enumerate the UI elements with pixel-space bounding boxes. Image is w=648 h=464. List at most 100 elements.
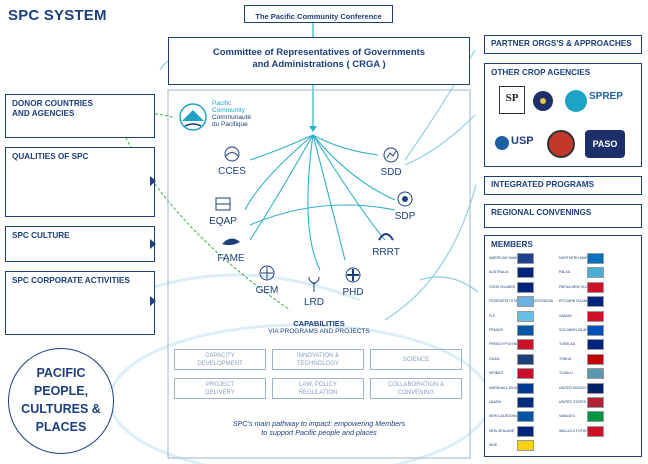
member-name: GUAM bbox=[489, 356, 500, 361]
culture-label: SPC CULTURE bbox=[12, 231, 70, 240]
circle-line4: PLACES bbox=[35, 420, 87, 434]
member-name: VANUATU bbox=[559, 414, 576, 419]
gem-icon bbox=[259, 265, 275, 281]
member-flag-icon bbox=[587, 353, 604, 365]
members-label: MEMBERS bbox=[491, 240, 533, 249]
crop-logo-usp-icon bbox=[495, 136, 509, 150]
member-flag-icon bbox=[587, 267, 604, 279]
member-flag-icon bbox=[517, 353, 534, 365]
member-flag-icon bbox=[517, 440, 534, 452]
member-flag-icon bbox=[517, 296, 534, 308]
pathway-line2: to support Pacific people and places bbox=[261, 428, 377, 437]
division-rrrt[interactable]: RRRT bbox=[366, 226, 406, 258]
regional-label: REGIONAL CONVENINGS bbox=[491, 208, 592, 217]
member-name: FRENCH POLYNESIA bbox=[489, 342, 525, 347]
member-flag-icon bbox=[587, 310, 604, 322]
member-name: PALAU bbox=[559, 270, 571, 275]
member-name: SAMOA bbox=[559, 313, 572, 318]
member-name: TOKELAU bbox=[559, 342, 576, 347]
crop-logo-sprep-icon bbox=[565, 90, 587, 112]
cces-icon bbox=[224, 146, 240, 162]
member-flag-icon bbox=[587, 368, 604, 380]
division-eqap[interactable]: EQAP bbox=[202, 195, 244, 227]
sdp-label: SDP bbox=[394, 211, 416, 222]
eqap-label: EQAP bbox=[209, 216, 237, 227]
division-sdd[interactable]: SDD bbox=[372, 146, 410, 178]
division-lrd[interactable]: LRD bbox=[296, 276, 332, 308]
division-cces[interactable]: CCES bbox=[212, 145, 252, 177]
spc-logo: Pacific Community Communauté du Pacifiqu… bbox=[176, 100, 266, 140]
circle-line2: PEOPLE, bbox=[33, 384, 89, 398]
member-name: AMERICAN SAMOA bbox=[489, 256, 522, 260]
gem-label: GEM bbox=[255, 285, 279, 296]
member-name: AUSTRALIA bbox=[489, 270, 509, 275]
fame-label: FAME bbox=[217, 253, 245, 264]
logo-line2: Community bbox=[212, 107, 245, 114]
member-name: NEW CALEDONIA bbox=[489, 414, 519, 419]
page-title: SPC SYSTEM bbox=[8, 7, 107, 24]
member-flag-icon bbox=[587, 411, 604, 423]
member-flag-icon bbox=[517, 425, 534, 437]
member-flag-icon bbox=[587, 281, 604, 293]
crop-logo-pifs bbox=[547, 130, 575, 158]
crop-logo-paso: PASO bbox=[585, 130, 625, 158]
capabilities-sub: VIA PROGRAMS AND PROJECTS bbox=[268, 328, 370, 335]
crop-label: OTHER CROP AGENCIES bbox=[491, 68, 591, 77]
phd-label: PHD bbox=[342, 287, 364, 298]
cces-label: CCES bbox=[218, 166, 246, 177]
member-name: COOK ISLANDS bbox=[489, 284, 516, 289]
members-box: MEMBERS AMERICAN SAMOA AUSTRALIA COOK ISLA… bbox=[484, 235, 642, 457]
division-sdp[interactable]: SDP bbox=[386, 190, 424, 222]
member-flag-icon bbox=[517, 253, 534, 264]
corporate-box: SPC CORPORATE ACTIVITIES bbox=[5, 271, 156, 335]
division-fame[interactable]: FAME bbox=[210, 232, 252, 264]
member-name: FIJI bbox=[489, 313, 495, 318]
division-gem[interactable]: GEM bbox=[248, 264, 286, 296]
qualities-arrow-icon bbox=[150, 176, 156, 186]
logo-line1: Pacific bbox=[212, 100, 232, 107]
member-flag-icon bbox=[587, 397, 604, 408]
member-flag-icon bbox=[517, 267, 534, 279]
cap-law: LAW, POLICY REGULATION bbox=[272, 378, 364, 399]
spc-logo-icon bbox=[179, 103, 207, 131]
donor-box: DONOR COUNTRIES AND AGENCIES bbox=[5, 94, 155, 138]
crop-logo-usp-text: USP bbox=[511, 135, 534, 147]
member-name: TUVALU bbox=[559, 371, 573, 376]
division-phd[interactable]: PHD bbox=[335, 266, 371, 298]
cap-project: PROJECT DELIVERY bbox=[174, 378, 266, 399]
corporate-label: SPC CORPORATE ACTIVITIES bbox=[12, 276, 130, 285]
member-name: WALLIS & FUTUNA bbox=[559, 428, 591, 433]
member-name: TONGA bbox=[559, 356, 572, 361]
circle-line1: PACIFIC bbox=[36, 366, 86, 380]
rrrt-icon bbox=[378, 233, 394, 241]
regional-box: REGIONAL CONVENINGS bbox=[484, 204, 642, 228]
rrrt-label: RRRT bbox=[372, 247, 400, 258]
member-flag-icon bbox=[587, 296, 604, 308]
member-flag-icon bbox=[517, 339, 534, 351]
member-flag-icon bbox=[517, 281, 534, 293]
member-flag-icon bbox=[587, 253, 604, 264]
cap-collaboration: COLLABORATION & CONVENING bbox=[370, 378, 462, 399]
member-flag-icon bbox=[587, 382, 604, 394]
member-flag-icon bbox=[517, 411, 534, 423]
spc-logo-text: Pacific Community Communauté du Pacifiqu… bbox=[212, 100, 251, 128]
member-flag-icon bbox=[587, 425, 604, 437]
member-flag-icon bbox=[587, 325, 604, 336]
circle-line3: CULTURES & bbox=[21, 402, 101, 416]
member-flag-icon bbox=[517, 325, 534, 336]
member-name: NIUE bbox=[489, 443, 498, 448]
member-name: UNITED KINGDOM bbox=[559, 385, 590, 390]
member-name: UNITED STATES bbox=[559, 400, 587, 404]
crop-box: OTHER CROP AGENCIES SP SPREP USP PASO bbox=[484, 63, 642, 167]
crga-line1: Committee of Representatives of Governme… bbox=[212, 47, 426, 58]
logo-line4: du Pacifique bbox=[212, 121, 248, 128]
cap-innovation: INNOVATION & TECHNOLOGY bbox=[272, 349, 364, 370]
member-name: MARSHALL ISLANDS bbox=[489, 385, 524, 390]
people-circle: PACIFIC PEOPLE, CULTURES & PLACES bbox=[8, 348, 114, 454]
phd-icon bbox=[345, 267, 361, 283]
member-name: SOLOMON ISLANDS bbox=[559, 328, 593, 332]
qualities-box: QUALITIES OF SPC bbox=[5, 147, 156, 217]
member-flag-icon bbox=[517, 382, 534, 394]
member-name: NAURU bbox=[489, 400, 502, 404]
sdd-icon bbox=[383, 147, 399, 163]
